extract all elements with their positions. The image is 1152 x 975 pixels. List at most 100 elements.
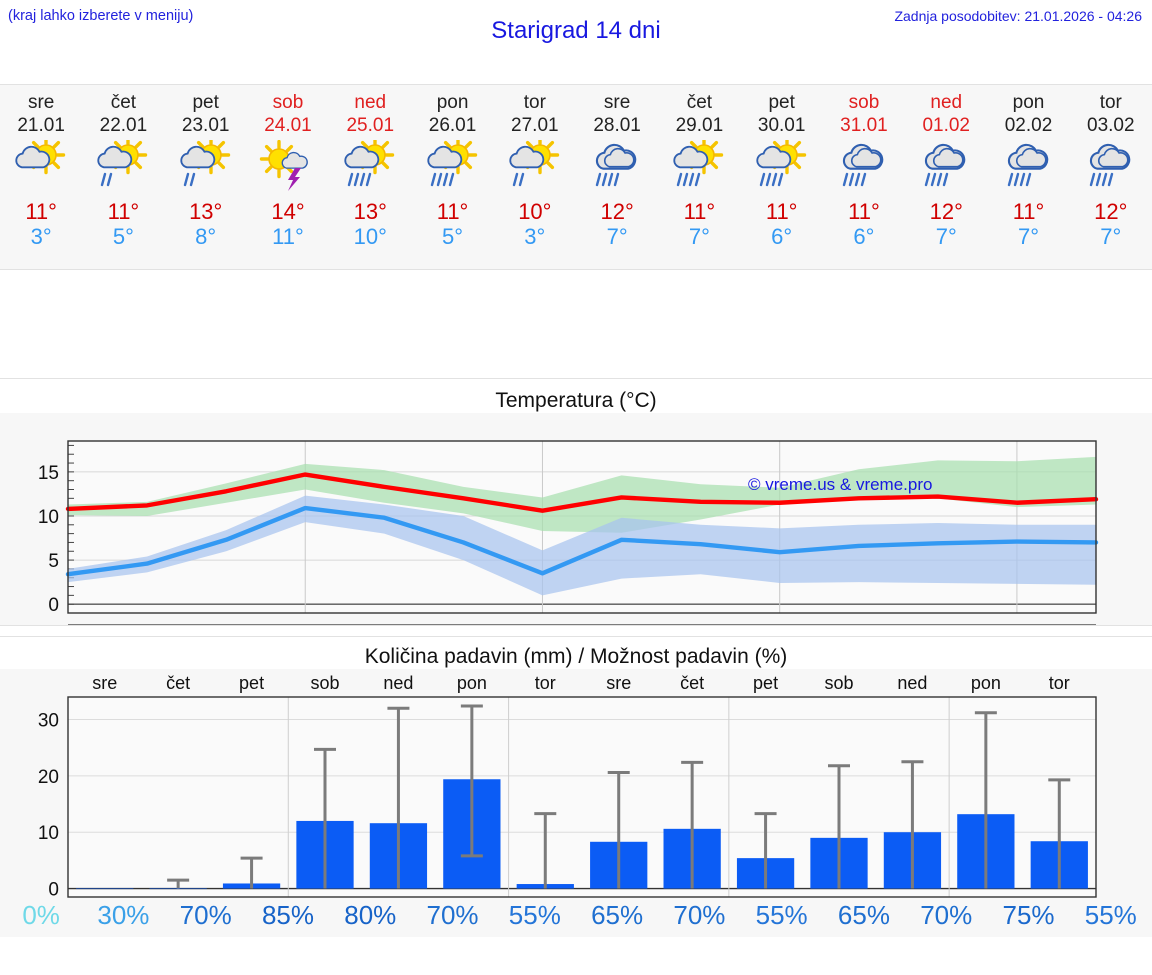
forecast-day-column[interactable]: ned 01.02 12° 7° [905, 85, 987, 269]
sun-cloud-rain-icon [504, 139, 566, 197]
sun-cloud-heavy-rain-icon [422, 139, 484, 197]
precip-y-tick: 10 [38, 823, 59, 844]
temp-y-tick: 5 [48, 551, 59, 572]
temp-min: 3° [524, 224, 546, 249]
temp-max: 12° [1094, 199, 1128, 224]
cloud-rain-icon [915, 139, 977, 197]
last-updated: Zadnja posodobitev: 21.01.2026 - 04:26 [894, 8, 1142, 24]
day-date: 25.01 [346, 115, 395, 136]
precip-category-label: pon [971, 673, 1001, 693]
sun-cloud-rain-icon [175, 139, 237, 197]
forecast-day-column[interactable]: tor 27.01 10° 3° [494, 85, 576, 269]
day-name: pon [1012, 92, 1045, 113]
day-name: čet [110, 92, 137, 113]
day-date: 02.02 [1004, 115, 1053, 136]
precip-category-label: tor [535, 673, 556, 693]
sun-cloud-heavy-rain-icon [751, 139, 813, 197]
precip-probability: 85% [261, 900, 314, 930]
page-header: (kraj lahko izberete v meniju) Starigrad… [0, 0, 1152, 52]
temp-min: 8° [195, 224, 217, 249]
temp-max: 12° [929, 199, 963, 224]
temp-y-tick: 15 [38, 463, 59, 484]
precipitation-chart-title: Količina padavin (mm) / Možnost padavin … [0, 637, 1152, 669]
temp-max: 12° [600, 199, 634, 224]
forecast-day-column[interactable]: sre 21.01 11° 3° [0, 85, 82, 269]
cloud-rain-icon [586, 139, 648, 197]
temp-min: 5° [112, 224, 134, 249]
temp-min: 3° [30, 224, 52, 249]
day-date: 21.01 [17, 115, 65, 136]
forecast-day-column[interactable]: pet 23.01 13° 8° [165, 85, 247, 269]
precip-category-label: sre [606, 673, 631, 693]
day-date: 22.01 [99, 115, 148, 136]
precip-category-label: sob [310, 673, 339, 693]
precip-y-tick: 30 [38, 711, 59, 732]
temp-min: 7° [1100, 224, 1122, 249]
day-date: 24.01 [264, 115, 312, 136]
precip-bar [149, 888, 207, 890]
forecast-days: sre 21.01 11° 3° čet 22.01 11° 5° pet 23.01 13° 8° s… [0, 85, 1152, 269]
forecast-day-column[interactable]: sre 28.01 12° 7° [576, 85, 658, 269]
day-name: tor [523, 92, 546, 113]
cloud-rain-icon [1080, 139, 1142, 197]
sun-cloud-heavy-rain-icon [339, 139, 401, 197]
temp-y-tick: 0 [48, 595, 59, 616]
forecast-day-strip: sre 21.01 11° 3° čet 22.01 11° 5° pet 23.01 13° 8° s… [0, 84, 1152, 270]
temp-max: 10° [518, 199, 552, 224]
precipitation-chart-block: Količina padavin (mm) / Možnost padavin … [0, 636, 1152, 937]
precip-bar [76, 888, 134, 890]
precip-probability: 30% [97, 900, 150, 930]
day-date: 30.01 [757, 115, 806, 136]
precip-probability: 65% [837, 900, 890, 930]
precip-probability: 70% [426, 900, 479, 930]
temp-min: 7° [935, 224, 957, 249]
day-name: sre [603, 92, 631, 113]
watermark-text: © vreme.us & vreme.pro [748, 475, 933, 494]
temp-max: 11° [436, 199, 469, 224]
day-name: tor [1099, 92, 1122, 113]
precip-probability: 65% [591, 900, 644, 930]
precip-probability: 55% [755, 900, 808, 930]
forecast-day-column[interactable]: sob 31.01 11° 6° [823, 85, 905, 269]
precipitation-chart: sre čet pet sob ned pon tor sre čet pet sob ned pon t… [38, 673, 1097, 901]
forecast-day-column[interactable]: ned 25.01 13° 10° [329, 85, 411, 269]
temperature-chart-title: Temperatura (°C) [0, 379, 1152, 413]
location-hint: (kraj lahko izberete v meniju) [8, 8, 194, 24]
precip-probability: 70% [920, 900, 973, 930]
temp-min: 11° [272, 224, 304, 249]
temp-max: 11° [848, 199, 880, 224]
temp-max: 13° [353, 199, 387, 224]
cloud-rain-icon [833, 139, 895, 197]
forecast-day-column[interactable]: pon 02.02 11° 7° [987, 85, 1069, 269]
forecast-day-column[interactable]: pet 30.01 11° 6° [741, 85, 823, 269]
day-name: pet [192, 92, 219, 113]
precip-category-label: ned [897, 673, 927, 693]
sun-cloud-icon [10, 139, 72, 197]
temp-max: 11° [107, 199, 140, 224]
day-name: sob [848, 92, 880, 113]
temp-max: 11° [1012, 199, 1045, 224]
precip-probability: 80% [344, 900, 397, 930]
temp-max: 11° [765, 199, 798, 224]
forecast-day-column[interactable]: čet 29.01 11° 7° [658, 85, 740, 269]
day-date: 03.02 [1087, 115, 1135, 136]
day-name: ned [354, 92, 387, 113]
sun-cloud-rain-icon [92, 139, 154, 197]
day-name: sob [272, 92, 304, 113]
sun-thunderstorm-icon [257, 139, 319, 197]
day-name: ned [930, 92, 963, 113]
forecast-day-column[interactable]: čet 22.01 11° 5° [82, 85, 164, 269]
day-date: 23.01 [181, 115, 230, 136]
temp-max: 11° [25, 199, 57, 224]
precip-probability: 75% [1002, 900, 1055, 930]
temp-min: 10° [353, 224, 387, 249]
precip-probability: 55% [1084, 900, 1137, 930]
temp-y-tick: 10 [38, 507, 59, 528]
forecast-day-column[interactable]: pon 26.01 11° 5° [411, 85, 493, 269]
day-name: sre [27, 92, 55, 113]
forecast-day-column[interactable]: sob 24.01 14° 11° [247, 85, 329, 269]
forecast-day-column[interactable]: tor 03.02 12° 7° [1070, 85, 1152, 269]
day-date: 29.01 [675, 115, 724, 136]
page-title: Starigrad 14 dni [491, 17, 661, 44]
temp-min: 6° [853, 224, 875, 249]
